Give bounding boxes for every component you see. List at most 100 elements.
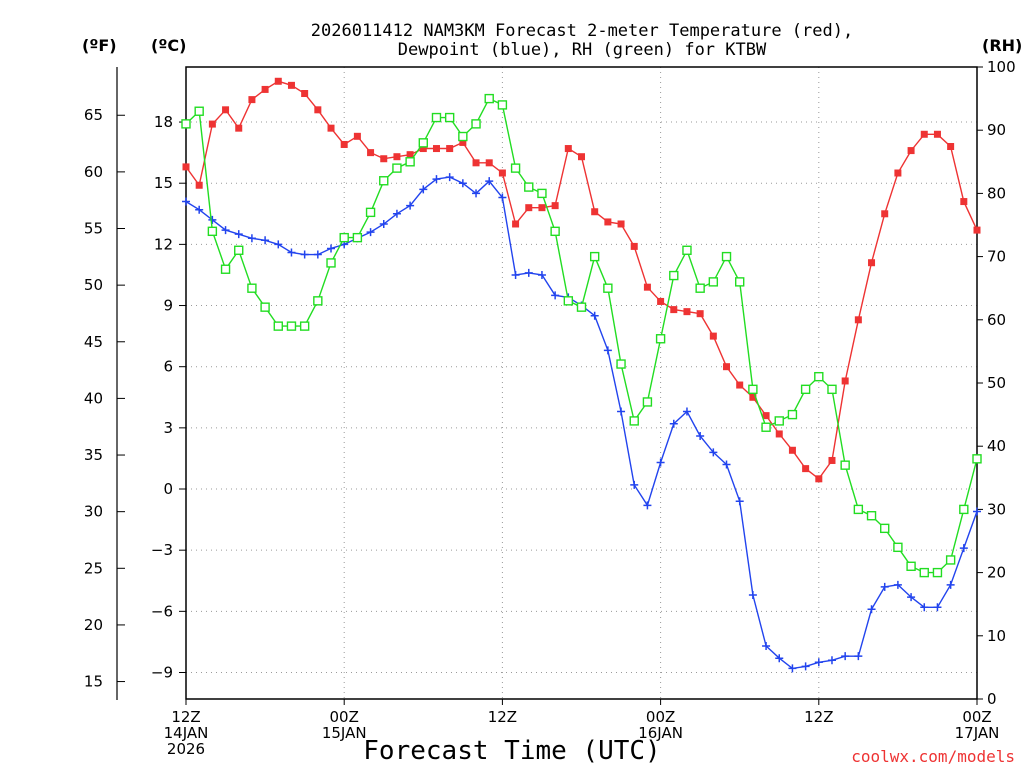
x-tick-label: 14JAN [164, 724, 209, 742]
dewpoint-point [696, 432, 705, 441]
dewpoint-point [722, 460, 731, 469]
temperature-point [222, 106, 230, 114]
rh-point [972, 454, 982, 464]
temperature-point [920, 130, 928, 138]
fahrenheit-tick-label: 60 [84, 163, 103, 181]
dewpoint-point [327, 244, 336, 253]
dewpoint-point [801, 662, 810, 671]
temperature-point [630, 242, 638, 250]
rh-tick-label: 80 [987, 184, 1006, 202]
temperature-line [185, 80, 978, 480]
fahrenheit-tick-label: 55 [84, 220, 103, 238]
fahrenheit-tick-label: 25 [84, 559, 103, 577]
temperature-point [643, 283, 651, 291]
x-tick-label: 00Z [962, 708, 991, 726]
chart-title-line-1: 2026011412 NAM3KM Forecast 2-meter Tempe… [311, 21, 853, 41]
temperature-point [657, 297, 665, 305]
temperature-point [512, 220, 520, 228]
rh-point [392, 163, 402, 173]
temperature-point [591, 208, 599, 216]
temperature-point [973, 226, 981, 234]
dewpoint-point [182, 197, 190, 206]
rh-point [919, 567, 929, 578]
temperature-point [736, 381, 744, 389]
rh-point [207, 226, 218, 237]
dewpoint-point [313, 250, 322, 259]
fahrenheit-tick-label: 30 [84, 503, 103, 521]
rh-point [563, 296, 574, 306]
rh-point [537, 188, 547, 199]
dewpoint-point [511, 270, 520, 279]
rh-point [234, 245, 244, 255]
temperature-point [235, 124, 243, 132]
rh-point [682, 245, 692, 255]
fahrenheit-tick-label: 35 [84, 446, 103, 464]
dewpoint-point [445, 173, 454, 182]
rh-tick-label: 60 [987, 311, 1006, 329]
temperature-point [261, 85, 269, 93]
dewpoint-point [472, 189, 481, 198]
rh-point [932, 567, 943, 578]
temperature-point [868, 259, 876, 267]
x-tick-label: 00Z [646, 708, 675, 726]
rh-point [220, 264, 231, 274]
rh-point [484, 93, 494, 104]
dewpoint-point [788, 664, 797, 673]
dewpoint-point [379, 219, 388, 228]
rh-point [576, 302, 587, 312]
celsius-tick-label: 18 [154, 113, 173, 131]
dewpoint-point [854, 652, 863, 661]
rh-point [379, 176, 389, 186]
fahrenheit-tick-label: 50 [84, 276, 103, 294]
dewpoint-point [933, 603, 942, 612]
rh-line [185, 97, 978, 574]
temperature-point [525, 204, 533, 212]
rh-point [853, 504, 864, 515]
x-axis-label: Forecast Time (UTC) [363, 736, 660, 766]
temperature-point [432, 145, 440, 153]
temperature-point [182, 163, 190, 171]
temperature-point [696, 310, 704, 318]
temperature-point [195, 181, 203, 189]
x-tick-label: 17JAN [955, 724, 1000, 742]
rh-point [708, 277, 719, 287]
dewpoint-point [603, 346, 612, 355]
dewpoint-point [485, 177, 494, 186]
temperature-point [815, 475, 823, 483]
rh-point [194, 106, 204, 116]
rh-tick-label: 50 [987, 374, 1006, 392]
rh-point [880, 523, 890, 534]
dewpoint-point [458, 179, 467, 188]
dewpoint-point [841, 652, 850, 661]
fahrenheit-tick-label: 20 [84, 616, 103, 634]
celsius-tick-label: −9 [151, 663, 173, 681]
dewpoint-point [261, 236, 270, 245]
rh-point [840, 460, 850, 470]
dewpoint-point [274, 240, 283, 249]
dewpoint-point [973, 507, 981, 516]
dewpoint-point [300, 250, 309, 259]
x-tick-label: 2026 [167, 740, 205, 758]
temperature-point [301, 90, 309, 98]
celsius-tick-label: −6 [151, 602, 173, 620]
temperature-point [578, 153, 585, 161]
rh-point [629, 416, 639, 426]
data-series [181, 77, 982, 673]
rh-point [642, 397, 653, 407]
dewpoint-point [893, 580, 902, 589]
temperature-point [406, 151, 414, 159]
temperature-point [933, 130, 941, 138]
temperature-point [353, 132, 361, 140]
rh-tick-label: 70 [987, 248, 1006, 266]
celsius-tick-label: 6 [163, 358, 173, 376]
rh-point [695, 283, 705, 293]
dewpoint-point [208, 215, 217, 224]
temperature-point [670, 306, 678, 314]
rh-point [365, 207, 376, 218]
dewpoint-point [498, 193, 507, 202]
temperature-point [498, 169, 506, 177]
temperature-point [617, 220, 625, 228]
x-tick-label: 12Z [171, 708, 200, 726]
temperature-point [208, 120, 216, 128]
